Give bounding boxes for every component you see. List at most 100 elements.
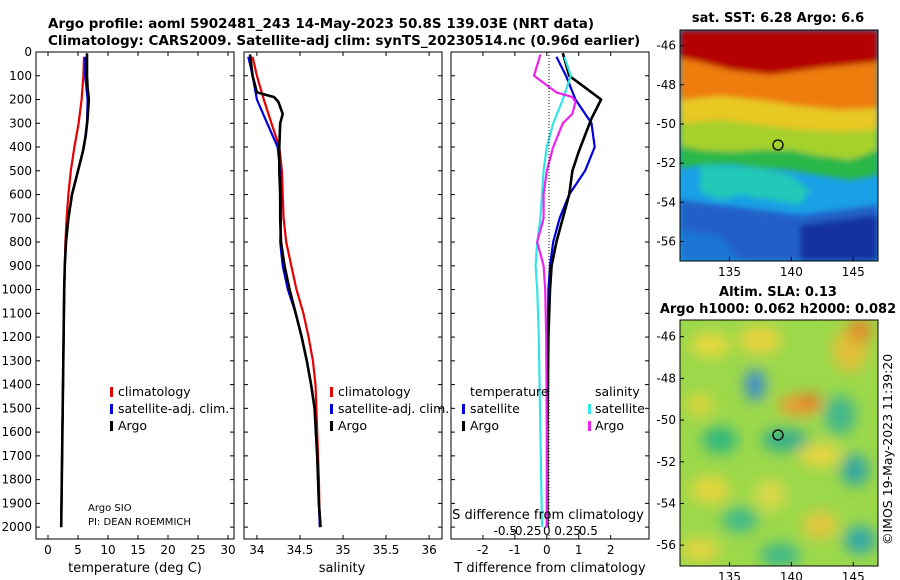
legend-label-t-argo: Argo: [470, 418, 499, 433]
y-tick-label: 1900: [1, 496, 32, 510]
sst-map: [680, 30, 878, 261]
y-tick-label: 600: [9, 188, 32, 202]
profile-series: [59, 52, 603, 528]
map-y-tick-label: -56: [656, 234, 676, 248]
temperature-axes: [35, 51, 235, 540]
x-tick-label: 35: [335, 543, 350, 557]
header-line-2: Climatology: CARS2009. Satellite-adj cli…: [48, 33, 640, 49]
x-tick-label: 0: [44, 543, 52, 557]
sla-argo-marker: [772, 429, 784, 441]
legend-label-t-satellite: satellite: [470, 401, 520, 416]
legend-swatch-s-argo: [588, 421, 591, 431]
legend-swatch-climatology: [330, 387, 333, 397]
legend-swatch-s-satellite: [588, 404, 591, 414]
y-tick-label: 500: [9, 164, 32, 178]
map-x-tick-label: 140: [780, 570, 803, 580]
x-tick-label: 30: [220, 543, 235, 557]
legend-swatch-satellite: [330, 404, 333, 414]
map-y-tick-label: -50: [656, 117, 676, 131]
legend-swatch-satellite: [110, 404, 113, 414]
difference-legend: temperature satellite Argo salinity sate…: [462, 384, 645, 433]
legend-label-satellite: satellite-adj. clim.: [338, 401, 449, 416]
sst-map-ticks: 135 140 145 -46 -48 -50 -52 -54 -56: [656, 39, 864, 279]
map-y-tick-label: -46: [656, 330, 676, 344]
map-x-tick-label: 145: [842, 570, 865, 580]
legend-label-argo: Argo: [118, 418, 147, 433]
y-tick-label: 1300: [1, 354, 32, 368]
y-tick-label: 900: [9, 259, 32, 273]
map-y-tick-label: -54: [656, 496, 676, 510]
sla-map: [680, 320, 878, 566]
legend-swatch-climatology: [110, 387, 113, 397]
header-line-1: Argo profile: aoml 5902481_243 14-May-20…: [48, 16, 594, 32]
x-tick-label: 25: [190, 543, 205, 557]
y-tick-label: 400: [9, 140, 32, 154]
series-argo: [59, 53, 91, 528]
axis-ticks: 0100200300400500600700800900100011001200…: [1, 45, 649, 557]
sla-map-frame: [679, 319, 879, 567]
y-tick-label: 1400: [1, 378, 32, 392]
legend-title-temperature: temperature: [470, 384, 549, 399]
legend-swatch-t-argo: [462, 421, 465, 431]
x-tick-label: -1: [509, 543, 521, 557]
sla-map-ticks: 135 140 145 -46 -48 -50 -52 -54 -56: [656, 330, 864, 580]
legend-label-s-satellite: satellite: [595, 401, 645, 416]
annotation-pi: PI: DEAN ROEMMICH: [88, 517, 191, 528]
y-tick-label: 800: [9, 235, 32, 249]
series-argo: [248, 54, 322, 528]
y-tick-label: 1100: [1, 306, 32, 320]
temperature-xlabel: temperature (deg C): [68, 561, 202, 576]
y-tick-label: 300: [9, 116, 32, 130]
map-y-tick-label: -46: [656, 39, 676, 53]
y-tick-label: 0: [24, 45, 32, 59]
map-y-tick-label: -48: [656, 371, 676, 385]
sst-argo-marker: [772, 139, 784, 151]
x-tick-label: 15: [130, 543, 145, 557]
salinity-legend: climatology satellite-adj. clim. Argo: [330, 384, 449, 433]
map-x-tick-label: 145: [842, 265, 865, 279]
legend-title-salinity: salinity: [595, 384, 640, 399]
map-y-tick-label: -52: [656, 455, 676, 469]
x-tick-label: 34: [249, 543, 264, 557]
annotation-argo-sio: Argo SIO: [88, 503, 132, 514]
map-y-tick-label: -56: [656, 538, 676, 552]
s-tick-label: 0.25: [554, 524, 581, 538]
series-climatology: [251, 56, 321, 528]
s-tick-label: -0.5: [494, 524, 517, 538]
x-tick-label: 5: [74, 543, 82, 557]
y-tick-label: 1800: [1, 473, 32, 487]
salinity-axes: [243, 51, 443, 540]
s-tick-label: 0.5: [579, 524, 598, 538]
map-y-tick-label: -54: [656, 195, 676, 209]
legend-swatch-argo: [110, 421, 113, 431]
sst-map-frame: [679, 29, 879, 262]
map-y-tick-label: -48: [656, 78, 676, 92]
sst-map-title: sat. SST: 6.28 Argo: 6.6: [692, 11, 864, 26]
difference-xlabel-top: S difference from climatology: [452, 508, 644, 523]
x-tick-label: 35.5: [373, 543, 400, 557]
series-s-argo: [532, 54, 577, 528]
x-tick-label: 34.5: [287, 543, 314, 557]
series-s-satellite: [534, 56, 572, 528]
map-x-tick-label: 135: [718, 570, 741, 580]
y-tick-label: 1000: [1, 283, 32, 297]
legend-swatch-t-satellite: [462, 404, 465, 414]
difference-xlabel: T difference from climatology: [453, 561, 646, 576]
y-tick-label: 2000: [1, 520, 32, 534]
y-tick-label: 1500: [1, 401, 32, 415]
x-tick-label: 0: [543, 543, 551, 557]
sla-map-title: Altim. SLA: 0.13: [719, 285, 837, 300]
x-tick-label: -2: [477, 543, 489, 557]
y-tick-label: 1200: [1, 330, 32, 344]
x-tick-label: 36: [421, 543, 436, 557]
map-y-tick-label: -52: [656, 156, 676, 170]
x-tick-label: 1: [575, 543, 583, 557]
imos-timestamp: ©IMOS 19-May-2023 11:39:20: [880, 354, 895, 545]
x-tick-label: 20: [160, 543, 175, 557]
legend-label-argo: Argo: [338, 418, 367, 433]
legend-swatch-argo: [330, 421, 333, 431]
y-tick-label: 1600: [1, 425, 32, 439]
temperature-legend: climatology satellite-adj. clim. Argo: [110, 384, 229, 433]
y-tick-label: 1700: [1, 449, 32, 463]
